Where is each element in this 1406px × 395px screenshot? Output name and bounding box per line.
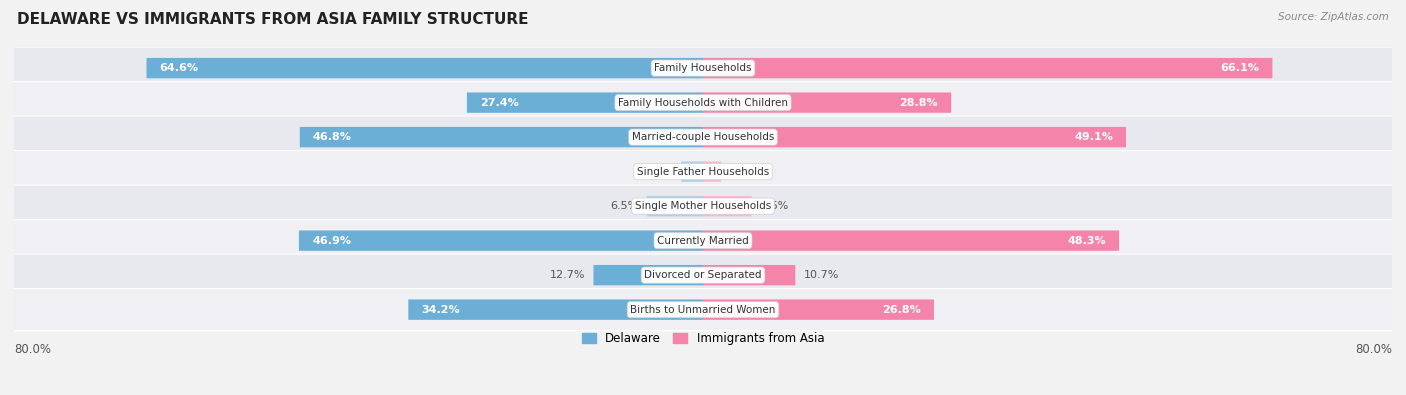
FancyBboxPatch shape <box>13 116 1393 158</box>
Text: Married-couple Households: Married-couple Households <box>631 132 775 142</box>
Text: 49.1%: 49.1% <box>1074 132 1114 142</box>
FancyBboxPatch shape <box>299 230 703 251</box>
Text: 48.3%: 48.3% <box>1067 236 1107 246</box>
Text: Source: ZipAtlas.com: Source: ZipAtlas.com <box>1278 12 1389 22</box>
FancyBboxPatch shape <box>13 150 1393 193</box>
Text: 10.7%: 10.7% <box>804 270 839 280</box>
Text: Divorced or Separated: Divorced or Separated <box>644 270 762 280</box>
Text: 80.0%: 80.0% <box>14 344 51 356</box>
FancyBboxPatch shape <box>703 196 751 216</box>
Text: 2.1%: 2.1% <box>730 167 758 177</box>
Text: Currently Married: Currently Married <box>657 236 749 246</box>
Text: 46.8%: 46.8% <box>314 132 352 142</box>
FancyBboxPatch shape <box>703 127 1126 147</box>
Text: 26.8%: 26.8% <box>882 305 921 315</box>
Text: 80.0%: 80.0% <box>1355 344 1392 356</box>
FancyBboxPatch shape <box>703 92 952 113</box>
Text: 28.8%: 28.8% <box>900 98 938 107</box>
Text: Family Households with Children: Family Households with Children <box>619 98 787 107</box>
Text: 66.1%: 66.1% <box>1220 63 1260 73</box>
FancyBboxPatch shape <box>703 265 796 285</box>
FancyBboxPatch shape <box>13 185 1393 227</box>
FancyBboxPatch shape <box>703 58 1272 78</box>
Text: DELAWARE VS IMMIGRANTS FROM ASIA FAMILY STRUCTURE: DELAWARE VS IMMIGRANTS FROM ASIA FAMILY … <box>17 12 529 27</box>
FancyBboxPatch shape <box>408 299 703 320</box>
Text: 12.7%: 12.7% <box>550 270 585 280</box>
FancyBboxPatch shape <box>13 289 1393 331</box>
FancyBboxPatch shape <box>13 220 1393 261</box>
Text: 2.5%: 2.5% <box>644 167 673 177</box>
FancyBboxPatch shape <box>146 58 703 78</box>
FancyBboxPatch shape <box>593 265 703 285</box>
Text: Single Mother Households: Single Mother Households <box>636 201 770 211</box>
Text: Births to Unmarried Women: Births to Unmarried Women <box>630 305 776 315</box>
Text: 5.6%: 5.6% <box>759 201 789 211</box>
FancyBboxPatch shape <box>682 162 703 182</box>
FancyBboxPatch shape <box>13 254 1393 296</box>
Text: 64.6%: 64.6% <box>160 63 198 73</box>
FancyBboxPatch shape <box>703 299 934 320</box>
Text: 6.5%: 6.5% <box>610 201 638 211</box>
Text: Family Households: Family Households <box>654 63 752 73</box>
Text: 46.9%: 46.9% <box>312 236 352 246</box>
Text: Single Father Households: Single Father Households <box>637 167 769 177</box>
FancyBboxPatch shape <box>703 162 721 182</box>
Text: 27.4%: 27.4% <box>479 98 519 107</box>
Text: 34.2%: 34.2% <box>422 305 460 315</box>
FancyBboxPatch shape <box>647 196 703 216</box>
FancyBboxPatch shape <box>13 47 1393 89</box>
FancyBboxPatch shape <box>13 81 1393 124</box>
FancyBboxPatch shape <box>467 92 703 113</box>
FancyBboxPatch shape <box>299 127 703 147</box>
FancyBboxPatch shape <box>703 230 1119 251</box>
Legend: Delaware, Immigrants from Asia: Delaware, Immigrants from Asia <box>582 332 824 345</box>
